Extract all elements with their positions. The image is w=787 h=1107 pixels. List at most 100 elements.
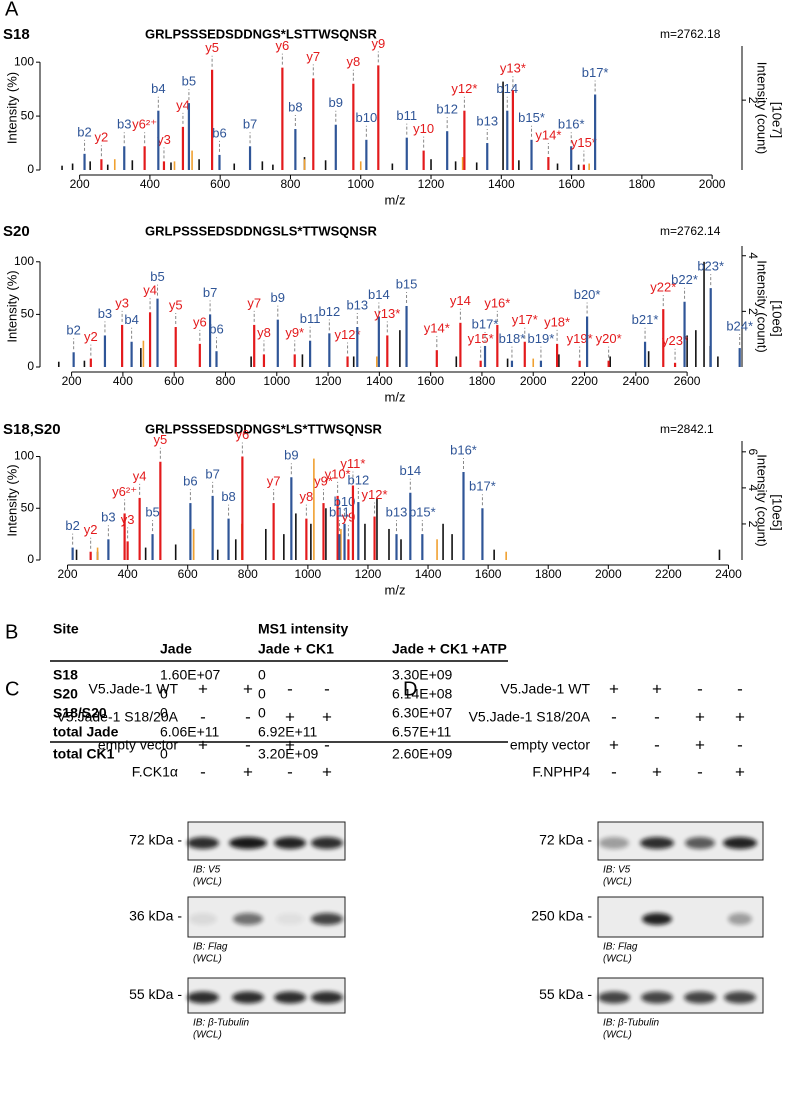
ion-label: y6²⁺ [112,484,137,499]
panel-label: B [5,621,18,643]
ion-label: b19* [528,331,555,346]
ion-label: b21* [632,312,659,327]
x-tick-label: 1400 [488,177,515,191]
ion-label: y9* [285,325,304,340]
table-header: Jade + CK1 +ATP [392,641,507,657]
x-tick-label: 1200 [418,177,445,191]
ion-label: b4 [124,312,138,327]
ion-label: b13 [386,505,408,520]
ion-label: b15* [518,110,545,125]
ion-label: b7 [243,117,257,132]
ion-label: b8 [221,489,235,504]
blot-band [274,837,306,849]
condition-label: V5.Jade-1 S18/20A [469,709,591,725]
x-tick-label: 400 [113,374,133,388]
condition-mark: + [243,679,253,698]
x-tick-label: 1000 [263,374,290,388]
condition-label: F.NPHP4 [532,764,590,780]
sample-label: (WCL) [193,1030,222,1041]
condition-label: V5.Jade-1 S18/20A [57,709,179,725]
blot-band [640,837,674,849]
ion-label: y3 [121,512,135,527]
ion-label: b11 [396,108,417,123]
table-cell: 6.30E+07 [392,705,453,721]
ion-label: b15* [409,505,436,520]
table-cell: 2.60E+09 [392,746,453,762]
ion-label: y19* [567,331,593,346]
peptide-sequence: GRLPSSSEDSDDNGSLS*TTWSQNSR [145,223,377,238]
panel-label: A [5,0,19,20]
table-row-label: total CK1 [53,746,115,762]
ion-label: b20* [574,287,601,302]
ion-label: y13* [500,61,526,76]
y-tick-label: 100 [14,449,34,463]
ion-label: y5 [153,432,167,447]
precursor-mass: m=2842.1 [660,422,714,436]
y-tick-label: 100 [14,254,34,268]
sample-label: (WCL) [193,954,222,965]
x-tick-label: 2200 [655,567,682,581]
condition-mark: - [697,679,703,698]
condition-mark: + [735,762,745,781]
ion-label: y12* [451,81,477,96]
blot-band [723,837,757,849]
blot-band [311,913,343,925]
x-tick-label: 1800 [629,177,656,191]
table-cell: 6.57E+11 [392,724,452,740]
blot-band [187,837,219,849]
x-tick-label: 1400 [415,567,442,581]
condition-mark: - [737,735,743,754]
ion-label: y6 [236,427,250,442]
ion-label: y12* [362,487,388,502]
ion-label: y15* [571,135,597,150]
condition-mark: - [287,762,293,781]
ion-label: y10 [413,121,434,136]
ion-label: y6 [276,38,290,53]
condition-mark: - [324,679,330,698]
x-tick-label: 800 [238,567,258,581]
y-tick-label: 0 [27,359,34,373]
x-tick-label: 1600 [475,567,502,581]
ion-label: b6 [183,474,197,489]
blot-band [229,837,267,849]
ion-label: b14 [368,287,390,302]
ion-label: y18* [544,314,570,329]
table-cell: 0 [258,705,266,721]
ion-label: y14 [450,293,471,308]
condition-mark: - [737,679,743,698]
y2-tick-label: 2 [746,521,760,528]
x-tick-label: 1800 [469,374,496,388]
blot-image [597,896,764,938]
blot-band [187,991,219,1004]
y-tick-label: 50 [21,500,35,514]
molecular-weight-marker: 55 kDa - [129,986,182,1002]
ion-label: y5 [205,40,219,55]
condition-mark: + [285,707,295,726]
ion-label: y6 [193,314,207,329]
y2-tick-label: 6 [746,448,760,455]
ion-label: b10 [356,110,378,125]
x-tick-label: 1000 [295,567,322,581]
ion-label: y22* [650,280,676,295]
ion-label: b24* [726,318,753,333]
ion-label: b9 [284,448,298,463]
table-row-label: total Jade [53,724,119,740]
condition-label: F.CK1α [132,764,178,780]
x-tick-label: 2200 [571,374,598,388]
x-tick-label: 600 [178,567,198,581]
ion-label: b12 [436,102,458,117]
x-tick-label: 1800 [535,567,562,581]
spectrum-site: S18,S20 [3,421,61,438]
blot-band [311,837,343,849]
ion-label: b5 [145,505,159,520]
table-cell: 6.06E+11 [160,724,220,740]
x-tick-label: 2400 [715,567,742,581]
ion-label: b18* [499,331,526,346]
antibody-label: IB: V5 [603,865,631,876]
ion-label: b7 [203,285,217,300]
ion-label: y8 [257,325,271,340]
ion-label: y13* [374,306,400,321]
blot-band [274,991,306,1004]
ion-label: b17* [472,316,499,331]
blot-band [598,991,630,1004]
